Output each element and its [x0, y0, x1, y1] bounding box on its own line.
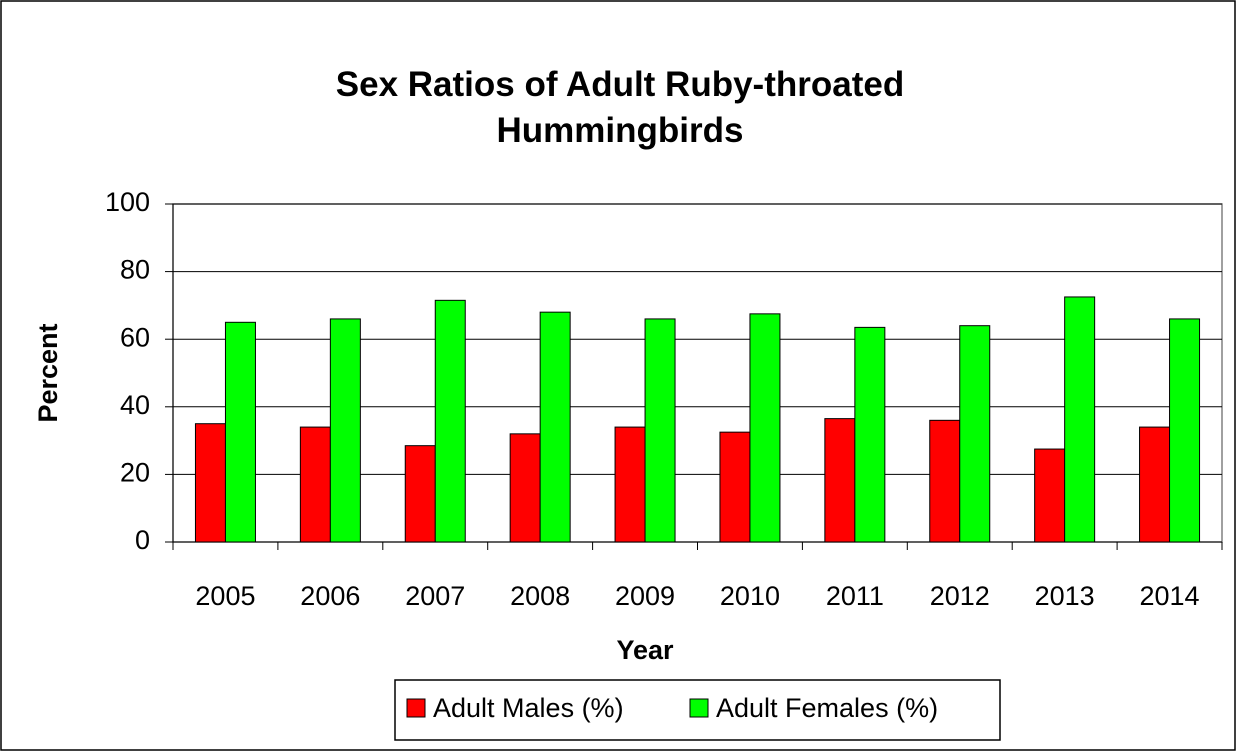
bar	[539, 311, 571, 543]
x-tick-label: 2007	[405, 581, 465, 611]
x-tick-label: 2006	[300, 581, 360, 611]
bar	[959, 325, 991, 543]
legend-swatch	[406, 698, 426, 718]
x-axis-label: Year	[616, 635, 674, 665]
bar	[644, 318, 676, 543]
bar	[1169, 318, 1201, 543]
x-tick-label: 2012	[930, 581, 990, 611]
legend-label: Adult Females (%)	[716, 693, 938, 723]
x-tick-label: 2008	[510, 581, 570, 611]
bar	[434, 299, 466, 543]
bar	[404, 445, 436, 543]
y-tick-label: 40	[120, 390, 150, 420]
bar	[854, 326, 886, 543]
bar	[719, 431, 751, 543]
bar	[824, 418, 856, 543]
legend-swatch	[689, 698, 709, 718]
y-tick-label: 60	[120, 322, 150, 352]
y-tick-label: 100	[105, 187, 150, 217]
bar	[194, 423, 226, 543]
bar	[749, 313, 781, 543]
bar	[224, 321, 256, 543]
bar	[929, 419, 961, 543]
y-axis-label: Percent	[33, 323, 63, 422]
y-tick-label: 0	[135, 525, 150, 555]
x-tick-label: 2013	[1035, 581, 1095, 611]
bar	[509, 433, 541, 543]
y-tick-label: 80	[120, 255, 150, 285]
chart-title: Sex Ratios of Adult Ruby-throated Hummin…	[335, 65, 905, 150]
x-tick-label: 2009	[615, 581, 675, 611]
x-tick-label: 2011	[826, 581, 884, 611]
legend-label: Adult Males (%)	[433, 693, 624, 723]
bar	[1034, 448, 1066, 543]
x-tick-label: 2010	[720, 581, 780, 611]
x-tick-label: 2014	[1140, 581, 1200, 611]
y-tick-label: 20	[120, 458, 150, 488]
bar	[329, 318, 361, 543]
x-tick-label: 2005	[195, 581, 255, 611]
bar	[614, 426, 646, 543]
bar	[1064, 296, 1096, 543]
bar	[299, 426, 331, 543]
bar	[1139, 426, 1171, 543]
